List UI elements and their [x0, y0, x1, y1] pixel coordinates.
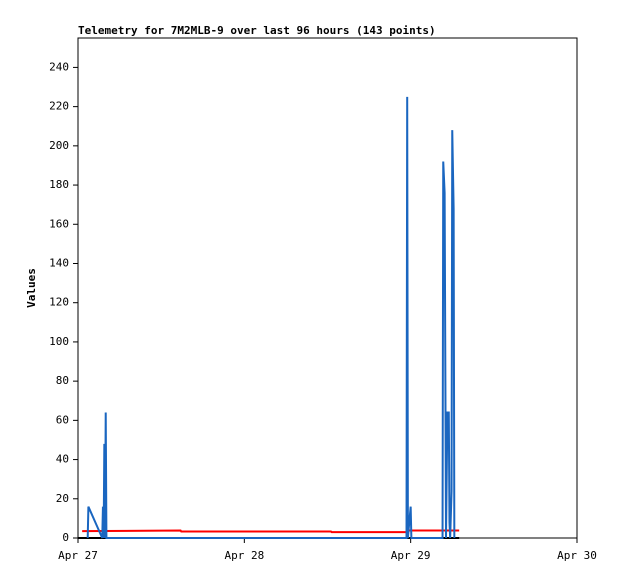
chart-title: Telemetry for 7M2MLB-9 over last 96 hour…: [78, 24, 436, 37]
x-tick-label: Apr 28: [224, 549, 264, 562]
y-tick-label: 180: [49, 178, 69, 191]
y-tick-label: 240: [49, 60, 69, 73]
x-tick-label: Apr 29: [391, 549, 431, 562]
y-tick-label: 0: [62, 531, 69, 544]
y-tick-label: 40: [56, 453, 69, 466]
series-line: [86, 96, 456, 539]
y-tick-label: 80: [56, 374, 69, 387]
x-tick-label: Apr 27: [58, 549, 98, 562]
y-tick-label: 140: [49, 256, 69, 269]
y-tick-label: 60: [56, 413, 69, 426]
y-tick-label: 20: [56, 492, 69, 505]
y-tick-label: 100: [49, 335, 69, 348]
y-tick-label: 220: [49, 100, 69, 113]
x-tick-label: Apr 30: [557, 549, 597, 562]
y-axis-label: Values: [25, 268, 38, 308]
y-tick-label: 120: [49, 296, 69, 309]
y-tick-label: 200: [49, 139, 69, 152]
y-tick-label: 160: [49, 217, 69, 230]
